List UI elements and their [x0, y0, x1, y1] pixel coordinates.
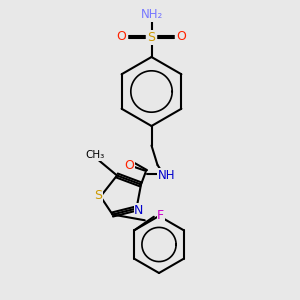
- Text: N: N: [134, 203, 144, 217]
- Text: NH₂: NH₂: [140, 8, 163, 22]
- Text: O: O: [117, 29, 126, 43]
- Text: CH₃: CH₃: [85, 150, 104, 160]
- Text: O: O: [124, 158, 134, 172]
- Text: NH: NH: [158, 169, 175, 182]
- Text: O: O: [177, 29, 186, 43]
- Text: S: S: [94, 189, 102, 202]
- Text: F: F: [157, 209, 164, 222]
- Text: S: S: [148, 31, 155, 44]
